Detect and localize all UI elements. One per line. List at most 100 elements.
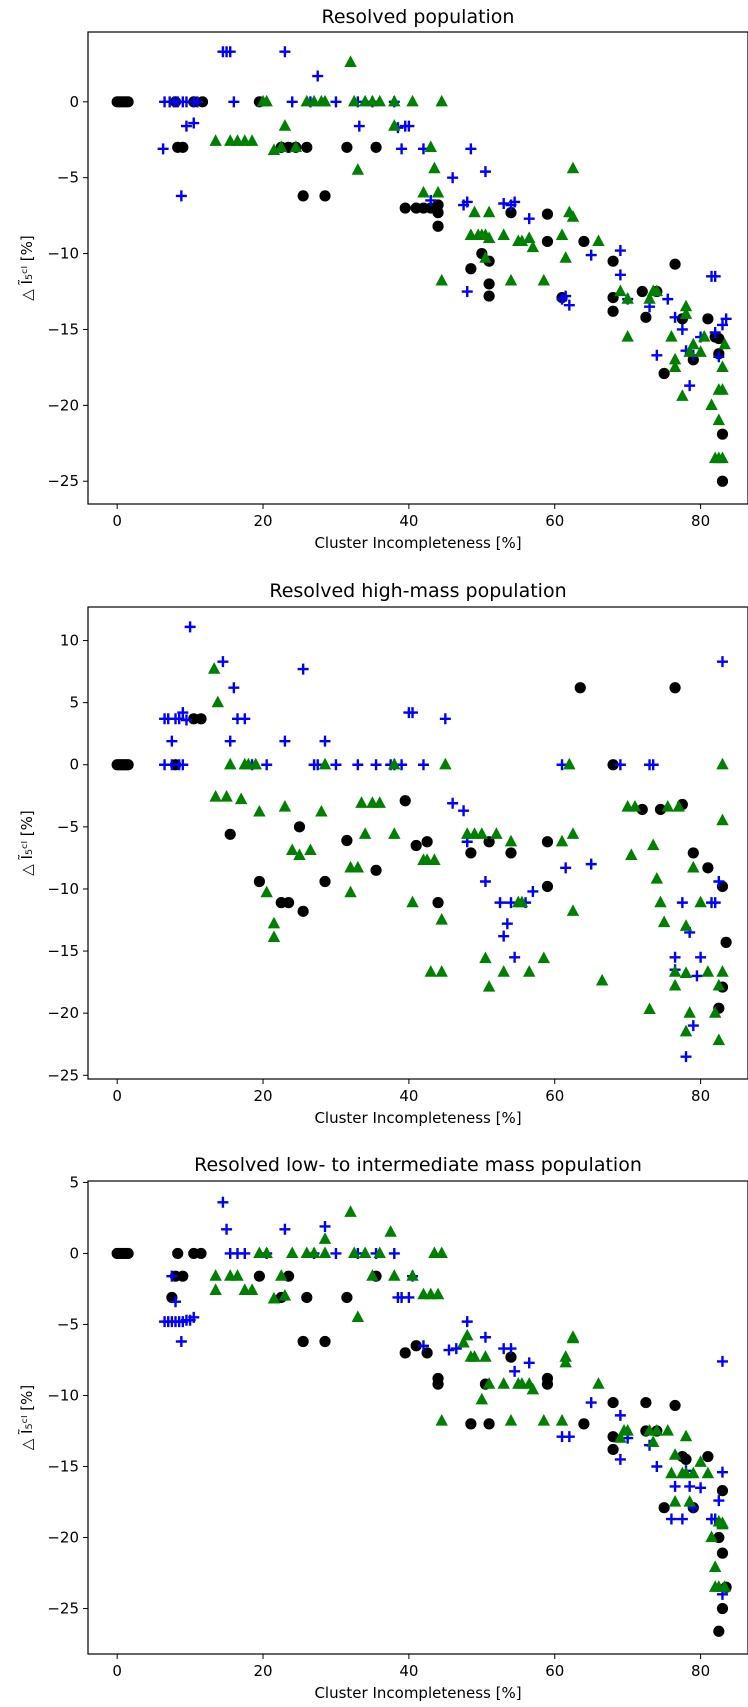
data-point-plus	[330, 1247, 342, 1259]
x-tick-label: 20	[253, 1662, 272, 1680]
data-point-triangle	[625, 848, 638, 861]
x-tick-label: 40	[399, 1662, 418, 1680]
data-point-plus	[157, 143, 169, 155]
data-point-triangle	[515, 895, 529, 908]
data-point-triangle	[417, 185, 430, 198]
data-point-circle	[297, 190, 309, 202]
data-point-triangle	[665, 330, 678, 342]
data-point-circle	[578, 1418, 590, 1430]
data-point-triangle	[716, 813, 729, 826]
data-point-plus	[614, 1453, 626, 1465]
data-point-triangle	[679, 919, 693, 931]
data-point-triangle	[650, 1423, 664, 1436]
data-point-triangle	[716, 1516, 729, 1528]
data-point-plus	[319, 1220, 331, 1232]
data-point-plus	[396, 143, 408, 155]
data-point-triangle	[424, 965, 437, 977]
data-point-triangle	[428, 161, 441, 174]
data-point-triangle	[304, 843, 317, 856]
data-point-triangle	[482, 980, 496, 992]
data-point-triangle	[231, 1269, 244, 1281]
data-point-plus	[447, 172, 459, 184]
data-point-plus	[563, 1431, 575, 1443]
data-point-triangle	[388, 827, 401, 839]
data-point-circle	[432, 1378, 444, 1390]
data-point-triangle	[431, 185, 445, 198]
data-point-plus	[695, 951, 707, 963]
data-point-triangle	[388, 1269, 401, 1281]
data-point-plus	[527, 885, 539, 897]
data-point-triangle	[705, 398, 718, 410]
data-point-plus	[713, 876, 725, 888]
y-tick-label: −10	[47, 880, 79, 898]
data-point-triangle	[318, 1232, 332, 1244]
data-point-triangle	[267, 143, 281, 155]
data-point-plus	[523, 213, 535, 225]
y-tick-label: −5	[57, 1315, 79, 1333]
data-point-triangle	[289, 140, 303, 152]
data-point-plus	[330, 759, 342, 771]
data-point-circle	[483, 1418, 495, 1430]
data-point-triangle	[482, 205, 496, 218]
data-point-circle	[716, 1485, 729, 1497]
data-point-plus	[458, 805, 470, 817]
data-point-circle	[301, 1291, 313, 1304]
data-point-triangle	[621, 330, 634, 342]
data-point-circle	[432, 207, 444, 219]
data-point-plus	[173, 713, 185, 725]
data-point-circle	[370, 141, 382, 153]
data-point-plus	[228, 96, 240, 108]
data-point-triangle	[668, 978, 682, 991]
data-point-triangle	[490, 827, 503, 839]
data-point-circle	[483, 290, 495, 302]
data-point-triangle	[439, 757, 452, 770]
data-point-triangle	[435, 273, 448, 286]
data-point-plus	[166, 1270, 178, 1282]
data-point-triangle	[672, 799, 685, 812]
y-tick-label: 0	[69, 93, 79, 111]
data-point-circle	[432, 220, 444, 232]
data-point-plus	[279, 735, 291, 747]
data-point-triangle	[249, 757, 262, 770]
data-point-triangle	[253, 804, 266, 817]
data-point-circle	[122, 96, 134, 108]
data-point-triangle	[679, 299, 693, 312]
data-point-circle	[293, 821, 306, 833]
data-point-circle	[370, 864, 382, 876]
data-point-plus	[651, 349, 663, 361]
data-point-plus	[279, 46, 291, 58]
data-point-circle	[410, 1340, 422, 1352]
data-point-triangle	[643, 1002, 656, 1015]
data-point-triangle	[388, 94, 401, 107]
x-tick-label: 60	[545, 512, 564, 530]
x-axis-label: Cluster Incompleteness [%]	[314, 534, 521, 552]
data-point-circle	[541, 1378, 554, 1390]
data-point-triangle	[475, 1392, 489, 1405]
data-point-circle	[607, 1443, 619, 1456]
data-point-triangle	[628, 799, 642, 812]
data-point-triangle	[683, 1495, 696, 1507]
data-point-triangle	[351, 163, 365, 175]
data-point-triangle	[657, 915, 671, 928]
plot-area-frame	[87, 606, 748, 1080]
data-point-circle	[421, 836, 433, 848]
y-tick-label: 0	[69, 1244, 79, 1262]
data-point-plus	[713, 1495, 725, 1507]
data-point-plus	[687, 1020, 699, 1032]
y-tick-label: 10	[60, 632, 79, 650]
data-point-circle	[654, 803, 667, 816]
plot-area-frame	[87, 1180, 748, 1655]
data-point-circle	[341, 1291, 353, 1304]
data-point-triangle	[694, 345, 707, 357]
data-point-circle	[224, 828, 236, 840]
data-point-plus	[188, 117, 200, 129]
data-point-triangle	[643, 292, 656, 304]
data-point-plus	[425, 194, 437, 206]
data-point-triangle	[687, 1466, 700, 1479]
data-point-triangle	[479, 1350, 492, 1362]
data-point-triangle	[698, 330, 711, 342]
data-point-triangle	[406, 94, 419, 107]
data-point-plus	[560, 862, 572, 874]
data-point-plus	[713, 351, 725, 363]
